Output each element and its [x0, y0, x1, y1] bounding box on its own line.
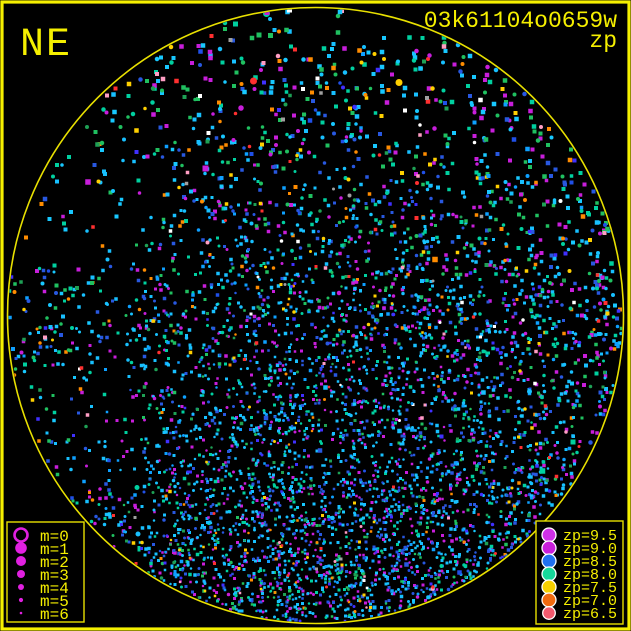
svg-text:zp: zp [589, 28, 617, 54]
svg-text:03k61104o0659w: 03k61104o0659w [424, 8, 617, 34]
svg-text:NE: NE [20, 23, 72, 68]
svg-text:zp=6.5: zp=6.5 [563, 606, 617, 623]
svg-text:m=6: m=6 [40, 606, 69, 624]
